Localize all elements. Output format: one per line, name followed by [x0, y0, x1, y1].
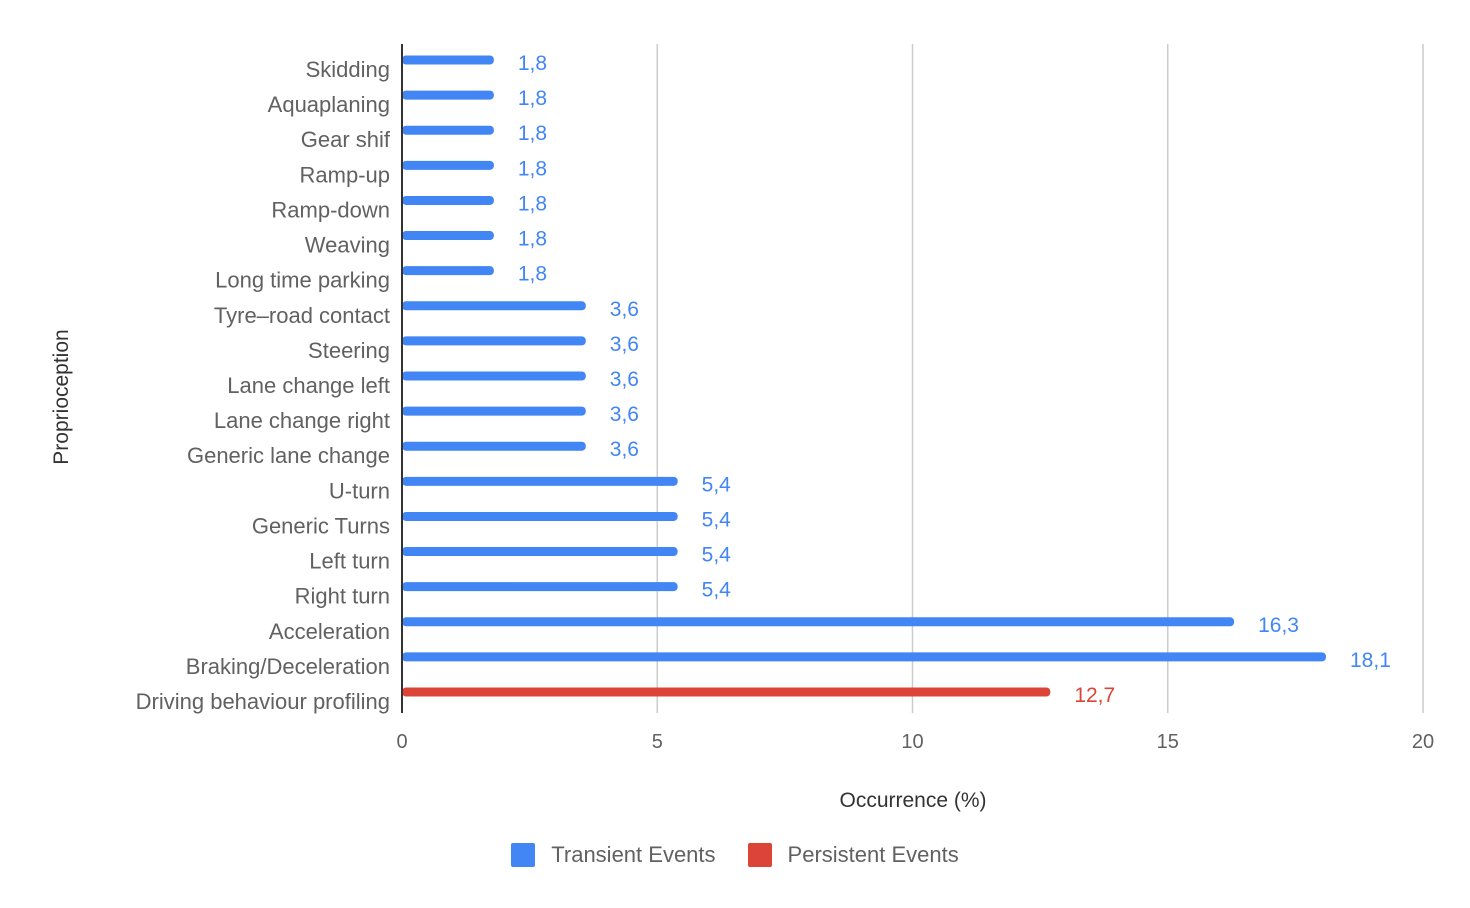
category-labels: Skidding Aquaplaning Gear shif Ramp-up Ramp-… — [136, 57, 391, 714]
x-tick-label: 0 — [396, 731, 407, 753]
legend-item-transient: Transient Events — [511, 842, 716, 868]
bar — [402, 511, 678, 521]
bar — [402, 301, 586, 311]
data-label: 5,4 — [702, 508, 732, 531]
category-label: Tyre–road contact — [214, 303, 390, 328]
category-label: Lane change right — [214, 408, 390, 433]
bar — [402, 617, 1235, 627]
data-label: 3,6 — [610, 438, 639, 461]
data-label: 5,4 — [702, 579, 732, 602]
data-label: 3,6 — [610, 298, 639, 321]
x-tick-labels: 0 5 10 15 20 — [396, 731, 1434, 753]
data-label: 1,8 — [518, 157, 547, 180]
data-label: 3,6 — [610, 368, 639, 391]
category-label: Ramp-up — [300, 162, 390, 187]
category-label: Aquaplaning — [268, 92, 390, 117]
data-label: 3,6 — [610, 403, 639, 426]
data-label: 1,8 — [518, 52, 547, 75]
legend-swatch-persistent — [747, 843, 772, 867]
x-tick-label: 10 — [901, 731, 923, 753]
gridlines — [656, 44, 1424, 713]
data-label: 1,8 — [518, 192, 547, 215]
data-label: 1,8 — [518, 87, 547, 110]
x-axis-title: Occurrence (%) — [839, 789, 986, 812]
category-label: Gear shif — [301, 127, 391, 152]
category-label: Driving behaviour profiling — [136, 689, 390, 714]
bar — [402, 652, 1327, 662]
category-label: Ramp-down — [271, 197, 390, 222]
bar — [402, 90, 494, 100]
category-label: Skidding — [306, 57, 390, 82]
bar — [402, 371, 586, 381]
data-label: 1,8 — [518, 228, 547, 251]
data-label: 1,8 — [518, 263, 547, 286]
category-label: Braking/Deceleration — [186, 654, 390, 679]
category-label: Lane change left — [227, 373, 390, 398]
category-label: Left turn — [309, 549, 390, 574]
category-label: Acceleration — [269, 619, 390, 644]
bar — [402, 160, 494, 170]
bar — [402, 266, 494, 276]
category-label: Weaving — [305, 233, 390, 258]
data-label: 3,6 — [610, 333, 639, 356]
data-label: 12,7 — [1074, 684, 1115, 707]
legend-label-persistent: Persistent Events — [787, 842, 959, 867]
category-label: Generic lane change — [187, 443, 390, 468]
category-label: Right turn — [295, 584, 390, 609]
bar — [402, 231, 494, 241]
category-label: Generic Turns — [252, 513, 390, 538]
x-tick-label: 20 — [1412, 731, 1434, 753]
data-label: 16,3 — [1258, 614, 1299, 637]
category-label: Long time parking — [215, 268, 390, 293]
y-axis-title: Proprioception — [50, 329, 73, 464]
legend: Transient Events Persistent Events — [0, 838, 1470, 872]
category-label: Steering — [308, 338, 390, 363]
x-tick-label: 15 — [1157, 731, 1179, 753]
x-tick-label: 5 — [652, 731, 663, 753]
bar — [402, 55, 494, 65]
legend-label-transient: Transient Events — [551, 842, 716, 867]
bar — [402, 687, 1051, 697]
bar — [402, 195, 494, 205]
legend-swatch-transient — [511, 843, 536, 867]
bar — [402, 476, 678, 486]
category-label: U-turn — [329, 478, 390, 503]
bar — [402, 547, 678, 557]
bar — [402, 582, 678, 592]
legend-item-persistent: Persistent Events — [747, 842, 959, 868]
data-labels: 1,8 1,8 1,8 1,8 1,8 1,8 1,8 3,6 3,6 3,6 3,6 3,6 5,4 5… — [518, 52, 1391, 707]
bar — [402, 336, 586, 346]
bar — [402, 406, 586, 416]
data-label: 5,4 — [702, 473, 732, 496]
bars — [402, 55, 1327, 697]
data-label: 18,1 — [1350, 649, 1391, 672]
data-label: 1,8 — [518, 122, 547, 145]
bar — [402, 441, 586, 451]
bar — [402, 125, 494, 135]
data-label: 5,4 — [702, 544, 732, 567]
